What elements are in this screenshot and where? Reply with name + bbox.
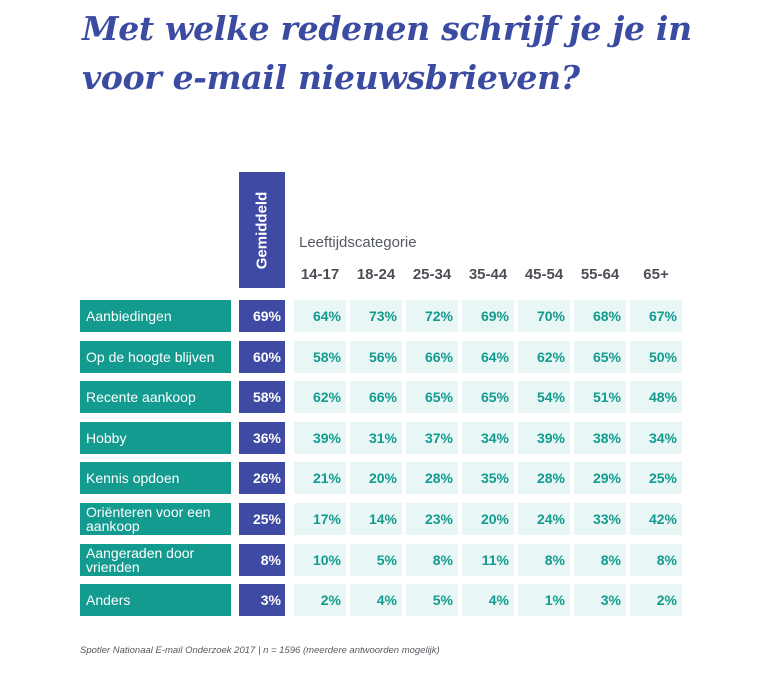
age-value-cell: 56% <box>350 341 402 373</box>
age-group-header: 25-34 <box>412 266 452 283</box>
average-column-header: Gemiddeld <box>239 172 285 288</box>
age-value-cell: 64% <box>294 300 346 332</box>
age-value-cell: 25% <box>630 462 682 494</box>
age-value-cell: 17% <box>294 503 346 535</box>
age-value-cell: 64% <box>462 341 514 373</box>
age-value-cell: 51% <box>574 381 626 413</box>
age-value-cell: 8% <box>518 544 570 576</box>
age-value-cell: 35% <box>462 462 514 494</box>
row-label: Op de hoogte blijven <box>80 341 231 373</box>
age-value-cell: 62% <box>518 341 570 373</box>
average-value-cell: 25% <box>239 503 285 535</box>
average-value-cell: 3% <box>239 584 285 616</box>
age-value-cell: 58% <box>294 341 346 373</box>
row-label: Oriënteren voor een aankoop <box>80 503 231 535</box>
age-value-cell: 2% <box>294 584 346 616</box>
age-group-header: 65+ <box>643 266 669 283</box>
age-category-title: Leeftijdscategorie <box>299 234 417 251</box>
age-value-cell: 24% <box>518 503 570 535</box>
age-group-header: 18-24 <box>356 266 396 283</box>
age-value-cell: 29% <box>574 462 626 494</box>
age-value-cell: 34% <box>462 422 514 454</box>
source-footnote: Spotler Nationaal E-mail Onderzoek 2017 … <box>80 645 440 656</box>
average-value-cell: 8% <box>239 544 285 576</box>
age-value-cell: 2% <box>630 584 682 616</box>
age-value-cell: 65% <box>574 341 626 373</box>
average-value-cell: 36% <box>239 422 285 454</box>
age-value-cell: 66% <box>406 341 458 373</box>
age-value-cell: 42% <box>630 503 682 535</box>
age-value-cell: 38% <box>574 422 626 454</box>
age-value-cell: 65% <box>406 381 458 413</box>
age-value-cell: 72% <box>406 300 458 332</box>
average-value-cell: 26% <box>239 462 285 494</box>
age-value-cell: 23% <box>406 503 458 535</box>
row-label: Anders <box>80 584 231 616</box>
row-label: Hobby <box>80 422 231 454</box>
age-group-header: 14-17 <box>300 266 340 283</box>
age-value-cell: 54% <box>518 381 570 413</box>
age-value-cell: 20% <box>350 462 402 494</box>
age-group-header: 45-54 <box>524 266 564 283</box>
age-value-cell: 33% <box>574 503 626 535</box>
row-label: Aanbiedingen <box>80 300 231 332</box>
age-value-cell: 10% <box>294 544 346 576</box>
age-value-cell: 3% <box>574 584 626 616</box>
age-value-cell: 20% <box>462 503 514 535</box>
row-label: Kennis opdoen <box>80 462 231 494</box>
row-label: Aangeraden door vrienden <box>80 544 231 576</box>
age-value-cell: 39% <box>518 422 570 454</box>
age-value-cell: 31% <box>350 422 402 454</box>
average-value-cell: 58% <box>239 381 285 413</box>
age-value-cell: 28% <box>406 462 458 494</box>
age-value-cell: 1% <box>518 584 570 616</box>
age-value-cell: 65% <box>462 381 514 413</box>
age-value-cell: 11% <box>462 544 514 576</box>
age-value-cell: 14% <box>350 503 402 535</box>
age-value-cell: 4% <box>462 584 514 616</box>
age-value-cell: 5% <box>406 584 458 616</box>
age-value-cell: 67% <box>630 300 682 332</box>
age-value-cell: 5% <box>350 544 402 576</box>
age-value-cell: 48% <box>630 381 682 413</box>
age-value-cell: 34% <box>630 422 682 454</box>
age-value-cell: 73% <box>350 300 402 332</box>
age-value-cell: 21% <box>294 462 346 494</box>
age-value-cell: 70% <box>518 300 570 332</box>
age-value-cell: 4% <box>350 584 402 616</box>
age-value-cell: 68% <box>574 300 626 332</box>
average-value-cell: 69% <box>239 300 285 332</box>
page-title: Met welke redenen schrijf je je in voor … <box>82 9 692 97</box>
age-group-header: 35-44 <box>468 266 508 283</box>
average-column-label: Gemiddeld <box>253 191 271 269</box>
age-value-cell: 69% <box>462 300 514 332</box>
row-label: Recente aankoop <box>80 381 231 413</box>
age-value-cell: 8% <box>406 544 458 576</box>
average-value-cell: 60% <box>239 341 285 373</box>
age-value-cell: 50% <box>630 341 682 373</box>
age-value-cell: 8% <box>630 544 682 576</box>
age-value-cell: 62% <box>294 381 346 413</box>
age-group-header: 55-64 <box>580 266 620 283</box>
age-value-cell: 66% <box>350 381 402 413</box>
age-value-cell: 8% <box>574 544 626 576</box>
age-value-cell: 28% <box>518 462 570 494</box>
age-value-cell: 39% <box>294 422 346 454</box>
age-value-cell: 37% <box>406 422 458 454</box>
